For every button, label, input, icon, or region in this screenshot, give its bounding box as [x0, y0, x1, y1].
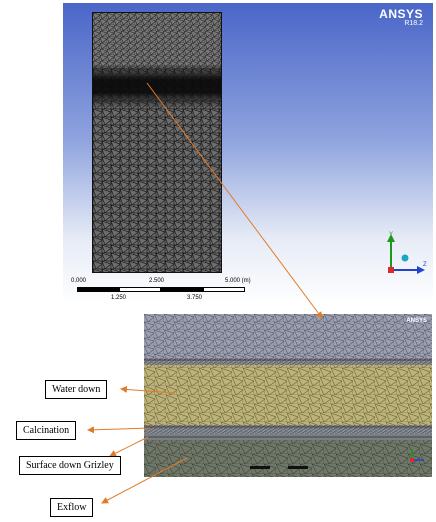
label-calcination: Calcination [16, 421, 77, 440]
mesh-pattern [93, 13, 221, 272]
brand-version: R18.2 [404, 20, 423, 27]
inset-mesh [144, 314, 432, 477]
zoomed-mesh-inset[interactable]: ANSYS [144, 314, 432, 477]
inset-ansys-logo: ANSYS [406, 318, 427, 324]
scale-tick-0: 0.000 [71, 278, 87, 284]
label-water-down: Water down [45, 380, 108, 399]
scale-tick-1250: 1.250 [111, 295, 127, 301]
scale-tick-3750: 3.750 [187, 295, 203, 301]
label-surface-down-grizley: Surface down Grizley [19, 456, 121, 475]
scale-segment [77, 287, 119, 292]
axis-label-y: Y [389, 232, 393, 238]
mesh-viewport[interactable]: ANSYS R18.2 [63, 3, 433, 305]
axis-label-z: Z [423, 262, 427, 268]
scale-segment [119, 287, 161, 292]
scale-bar: 0.000 2.500 5.000 (m) 1.250 3.750 [71, 278, 252, 305]
brand-name: ANSYS [379, 7, 423, 21]
scale-tick-2500: 2.500 [149, 278, 165, 284]
scale-segment [203, 287, 245, 292]
axis-triad[interactable]: Y Z [381, 228, 429, 278]
scale-segment [161, 287, 203, 292]
scale-tick-5000: 5.000 (m) [225, 278, 251, 284]
label-exflow: Exflow [50, 498, 94, 517]
mesh-domain[interactable] [92, 12, 222, 273]
ansys-logo: ANSYS R18.2 [379, 8, 423, 27]
